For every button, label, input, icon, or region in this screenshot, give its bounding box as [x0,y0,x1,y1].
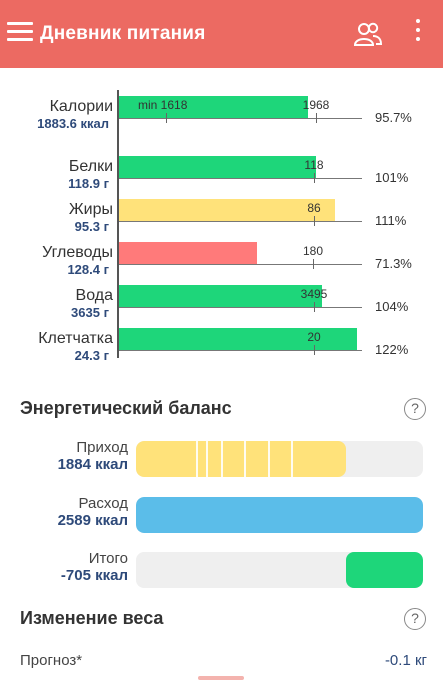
target-tick [313,259,314,269]
bottom-indicator [198,676,244,680]
nutrient-amount: 128.4 г [67,262,109,277]
energy-bar-track [136,552,423,588]
weight-change-title: Изменение веса [20,608,164,628]
target-value: 118 [304,158,324,172]
energy-bar-fill-total [346,552,423,588]
energy-row-expense: Расход 2589 ккал [0,493,443,533]
nutrient-bar [119,199,336,221]
nutrient-bar [119,242,258,264]
nutrient-name: Калории [49,98,113,115]
energy-value: 1884 ккал [57,456,128,473]
help-icon[interactable]: ? [404,608,426,630]
more-vert-icon[interactable] [408,19,428,49]
nutrient-name: Вода [75,287,113,304]
target-line [119,350,362,351]
target-line [119,307,362,308]
nutrient-percent: 101% [375,170,409,185]
nutrient-percent: 95.7% [375,110,412,125]
menu-icon[interactable] [7,22,33,42]
help-icon[interactable]: ? [404,398,426,420]
nutrient-row: Калории 1883.6 ккал 1968 95.7% min 1618 [0,92,443,136]
target-tick [314,345,315,355]
energy-value: 2589 ккал [57,512,128,529]
nutrient-name: Белки [68,158,113,175]
energy-label: Приход [76,439,128,456]
page-title: Дневник питания [40,23,206,44]
target-tick [314,173,315,183]
nutrient-percent: 122% [375,342,409,357]
nutrient-name: Жиры [68,201,113,218]
nutrient-name: Клетчатка [38,330,113,347]
energy-balance-title: Энергетический баланс [20,398,232,418]
energy-row-income: Приход 1884 ккал [0,437,443,477]
nutrient-row: Белки 118.9 г 118 101% [0,152,443,196]
target-value: 20 [307,330,321,344]
forecast-value: -0.1 кг [384,652,427,669]
energy-bar-fill-expense [136,497,423,533]
target-line [119,264,362,265]
nutrient-bar [119,285,322,307]
energy-value: -705 ккал [60,567,128,584]
app-bar: Дневник питания [0,0,443,68]
nutrient-bar [119,328,357,350]
nutrient-percent: 71.3% [375,256,412,271]
target-line [119,178,362,179]
nutrient-name: Углеводы [42,244,113,261]
nutrient-amount: 24.3 г [74,348,109,363]
nutrient-percent: 104% [375,299,409,314]
nutrient-row: Углеводы 128.4 г 180 71.3% [0,238,443,282]
nutrient-row: Клетчатка 24.3 г 20 122% [0,324,443,368]
target-tick [314,216,315,226]
energy-label: Итого [88,550,128,567]
energy-bar-fill-income [136,441,346,477]
nutrient-amount: 3635 г [71,305,109,320]
min-tick [166,113,167,123]
energy-label: Расход [78,495,128,512]
forecast-label: Прогноз* [20,652,83,669]
energy-bar-track [136,497,423,533]
target-line [119,118,362,119]
nutrient-amount: 118.9 г [68,176,109,191]
min-label: min 1618 [138,98,188,112]
target-tick [314,302,315,312]
target-line [119,221,362,222]
people-icon[interactable] [352,20,384,50]
energy-bar-track [136,441,423,477]
nutrient-bar [119,96,308,118]
target-value: 180 [302,244,324,258]
nutrient-amount: 95.3 г [74,219,109,234]
nutrient-row: Жиры 95.3 г 86 111% [0,195,443,239]
nutrient-bar [119,156,316,178]
chart-axis [117,90,119,358]
nutrients-chart: Калории 1883.6 ккал 1968 95.7% min 1618 Белки… [0,68,443,368]
energy-row-total: Итого -705 ккал [0,548,443,588]
target-value: 1968 [302,98,330,112]
nutrient-percent: 111% [375,213,407,228]
nutrient-amount: 1883.6 ккал [37,116,109,131]
target-tick [316,113,317,123]
nutrient-row: Вода 3635 г 3495 104% [0,281,443,325]
target-value: 3495 [300,287,328,301]
target-value: 86 [307,201,321,215]
